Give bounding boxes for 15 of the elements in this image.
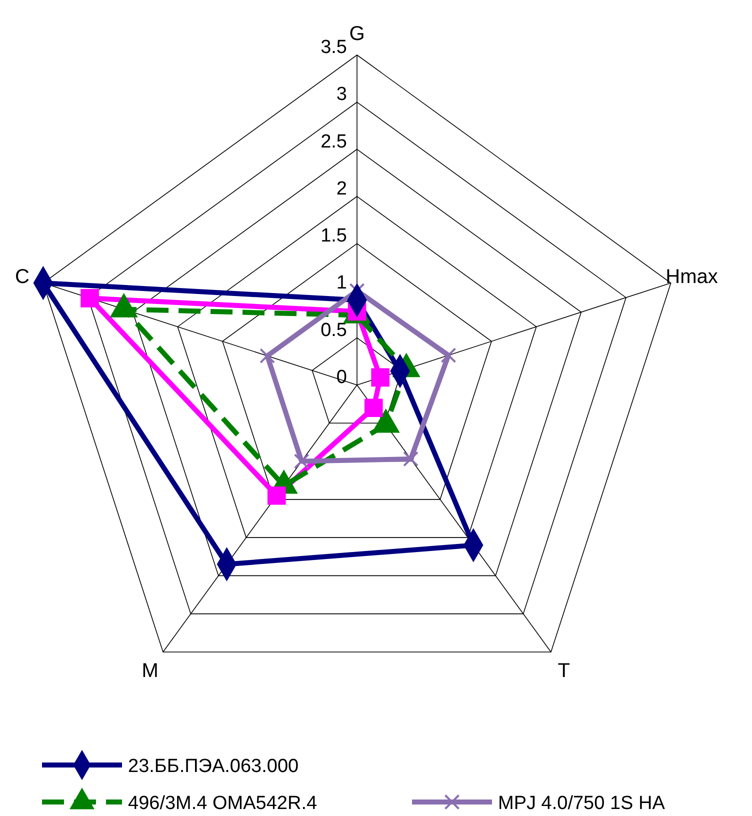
spoke-label: T	[558, 660, 570, 682]
legend-label: MPJ 4.0/750 1S HA	[498, 793, 666, 814]
spoke-label: M	[142, 660, 158, 682]
y-tick-label: 2	[336, 178, 347, 200]
spoke-label: C	[15, 266, 30, 288]
y-tick-label: 3	[336, 84, 347, 106]
y-tick-label: 1	[336, 272, 347, 294]
spoke-label: Hmax	[666, 266, 718, 288]
y-tick-label: 1.5	[320, 226, 347, 247]
y-tick-label: 0.5	[320, 320, 347, 341]
y-tick-label: 2.5	[320, 131, 347, 152]
y-tick-label: 3.5	[320, 37, 347, 58]
legend-label: 496/3M.4 OMA542R.4	[128, 793, 318, 814]
spoke-label: G	[349, 23, 365, 45]
legend-label: 23.ББ.ПЭА.063.000	[128, 756, 299, 777]
